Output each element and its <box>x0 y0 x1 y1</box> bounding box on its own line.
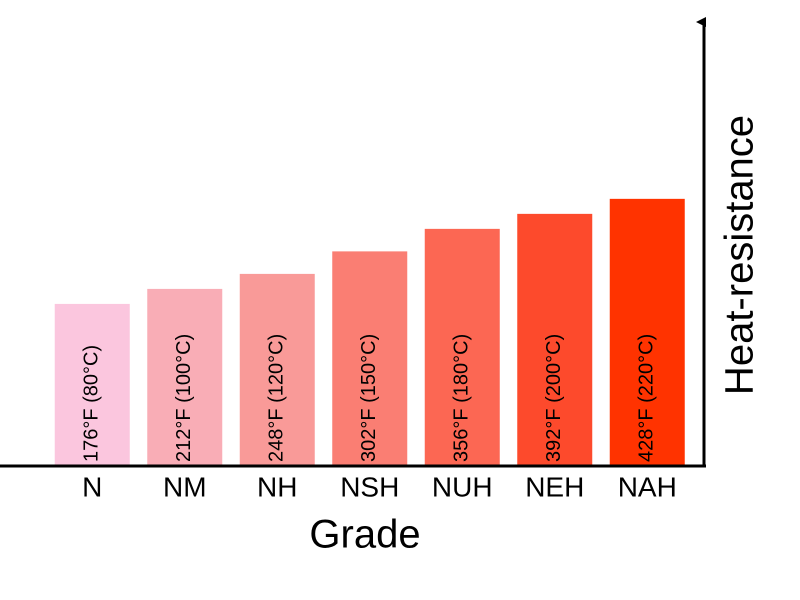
bar <box>332 251 408 466</box>
bar <box>54 303 130 466</box>
value-label: 356°F (180°C) <box>451 334 473 462</box>
value-label: 248°F (120°C) <box>266 334 288 462</box>
x-tick-label: NUH <box>432 471 493 502</box>
bar <box>424 228 500 466</box>
value-label: 212°F (100°C) <box>173 334 195 462</box>
value-label: 392°F (200°C) <box>543 334 565 462</box>
x-tick-label: NSH <box>340 471 399 502</box>
bar <box>147 288 223 466</box>
value-label: 302°F (150°C) <box>358 334 380 462</box>
bar <box>609 198 685 466</box>
x-tick-label: NM <box>163 471 207 502</box>
x-axis-label: Grade <box>309 513 420 557</box>
x-tick-label: N <box>82 471 102 502</box>
bar <box>239 273 315 466</box>
value-label: 176°F (80°C) <box>81 345 103 462</box>
bar <box>517 213 593 466</box>
bars: 176°F (80°C) 212°F (100°C) 248°F (120°C) 30… <box>54 198 685 466</box>
value-label: 428°F (220°C) <box>636 334 658 462</box>
x-tick-label: NH <box>257 471 297 502</box>
x-tick-label: NAH <box>618 471 677 502</box>
x-tick-label: NEH <box>525 471 584 502</box>
y-axis-label: Heat-resistance <box>718 115 762 395</box>
